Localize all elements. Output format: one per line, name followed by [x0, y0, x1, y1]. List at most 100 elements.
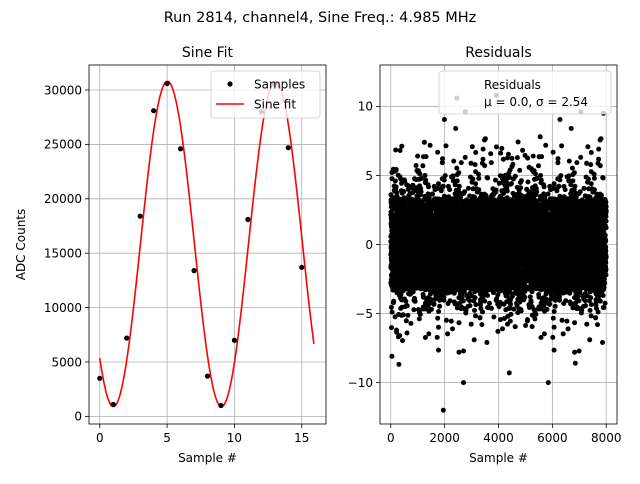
- residual-point: [518, 185, 523, 190]
- residual-point: [509, 181, 514, 186]
- sample-point: [245, 217, 250, 222]
- residual-point: [390, 310, 395, 315]
- residual-point: [393, 148, 398, 153]
- residual-point: [459, 160, 464, 165]
- residual-point: [447, 187, 452, 192]
- residual-point: [396, 362, 401, 367]
- residual-point: [436, 348, 441, 353]
- residual-point: [510, 156, 515, 161]
- residual-point: [515, 155, 520, 160]
- residual-point: [495, 329, 500, 334]
- residual-point: [500, 326, 505, 331]
- sample-point: [178, 146, 183, 151]
- residual-point: [489, 160, 494, 165]
- residual-point: [428, 143, 433, 148]
- residual-point: [413, 299, 418, 304]
- residual-point: [517, 168, 522, 173]
- sine-fit-ylabel: ADC Counts: [14, 209, 28, 281]
- residual-point: [519, 308, 524, 313]
- residual-point: [463, 155, 468, 160]
- residual-point: [481, 157, 486, 162]
- residual-point: [468, 303, 473, 308]
- residual-point: [408, 321, 413, 326]
- residual-point: [405, 313, 410, 318]
- legend-marker-samples: [227, 81, 232, 86]
- residual-point: [493, 178, 498, 183]
- residual-point: [445, 331, 450, 336]
- sine-fit-ytick-label: 10000: [44, 301, 82, 315]
- sample-point: [138, 214, 143, 219]
- residual-point: [444, 318, 449, 323]
- residual-point: [391, 299, 396, 304]
- residual-point: [394, 184, 399, 189]
- residual-point: [414, 163, 419, 168]
- residual-point: [519, 178, 524, 183]
- residual-point: [506, 152, 511, 157]
- residual-point: [505, 189, 510, 194]
- residual-point: [476, 187, 481, 192]
- residual-point: [415, 154, 420, 159]
- residual-point: [441, 184, 446, 189]
- residual-point: [484, 340, 489, 345]
- residual-point: [473, 150, 478, 155]
- residual-point: [498, 151, 503, 156]
- residual-point: [488, 151, 493, 156]
- sine-fit-ytick-label: 20000: [44, 192, 82, 206]
- residual-point: [485, 176, 490, 181]
- residual-point: [457, 320, 462, 325]
- residual-point: [424, 154, 429, 159]
- residual-point: [469, 322, 474, 327]
- residual-point: [478, 315, 483, 320]
- sine-fit-xtick-label: 0: [96, 431, 104, 445]
- residual-point: [508, 302, 513, 307]
- residual-point: [394, 167, 399, 172]
- residual-point: [472, 308, 477, 313]
- residual-point: [397, 333, 402, 338]
- residual-point: [476, 176, 481, 181]
- residual-point: [461, 349, 466, 354]
- residual-point: [444, 143, 449, 148]
- sample-point: [97, 376, 102, 381]
- residual-point: [443, 173, 448, 178]
- residual-point: [389, 305, 394, 310]
- residual-point: [491, 315, 496, 320]
- residual-point: [508, 312, 513, 317]
- residual-point: [400, 338, 405, 343]
- residual-point: [466, 186, 471, 191]
- residual-point: [411, 307, 416, 312]
- residual-point: [435, 335, 440, 340]
- sample-point: [299, 265, 304, 270]
- residual-point: [473, 181, 478, 186]
- residual-point: [401, 189, 406, 194]
- sine-fit-xtick-label: 10: [227, 431, 242, 445]
- residual-point: [479, 322, 484, 327]
- sine-fit-samples: [97, 81, 304, 408]
- sample-point: [191, 268, 196, 273]
- residual-point: [435, 150, 440, 155]
- residual-point: [453, 126, 458, 131]
- residual-point: [442, 178, 447, 183]
- residual-point: [513, 174, 518, 179]
- residual-point: [405, 331, 410, 336]
- residual-point: [417, 171, 422, 176]
- residual-point: [473, 295, 478, 300]
- residual-point: [487, 301, 492, 306]
- residual-point: [426, 331, 431, 336]
- residual-point: [520, 148, 525, 153]
- residual-point: [472, 337, 477, 342]
- sample-point: [111, 402, 116, 407]
- residual-point: [420, 163, 425, 168]
- residual-point: [451, 159, 456, 164]
- residual-point: [404, 318, 409, 323]
- residual-point: [423, 173, 428, 178]
- residual-point: [417, 316, 422, 321]
- residual-point: [405, 303, 410, 308]
- residual-point: [403, 299, 408, 304]
- residual-point: [483, 193, 488, 198]
- residual-point: [473, 162, 478, 167]
- residual-point: [456, 170, 461, 175]
- residual-point: [401, 312, 406, 317]
- residual-point: [441, 298, 446, 303]
